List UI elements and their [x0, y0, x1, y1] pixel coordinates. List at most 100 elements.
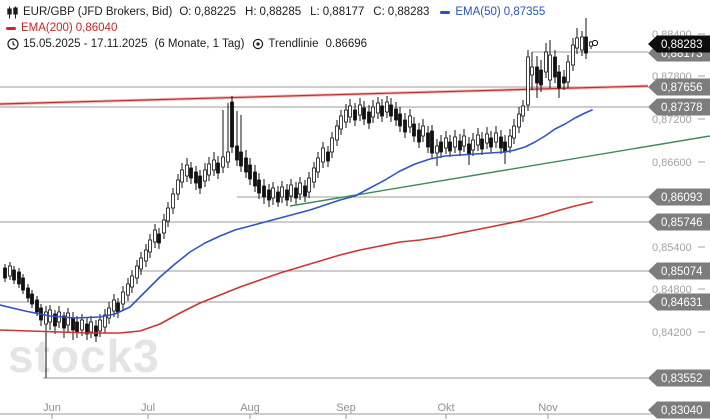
month-label[interactable]: Jun	[43, 402, 61, 414]
bear-candle	[189, 167, 193, 179]
bear-candle	[480, 138, 484, 150]
level-price-tag[interactable]: 0,83552	[648, 369, 710, 387]
month-label[interactable]: Aug	[240, 402, 260, 414]
bear-candle	[17, 271, 21, 285]
clock-icon	[6, 38, 19, 51]
price-tick-label: 0,84800	[652, 284, 692, 296]
bear-candle	[12, 269, 16, 281]
bull-candle	[453, 136, 457, 148]
bear-candle	[367, 111, 371, 124]
bear-candle	[539, 69, 543, 86]
month-label[interactable]: Okt	[437, 402, 454, 414]
bear-candle	[157, 233, 161, 244]
close-label: C:	[373, 6, 385, 18]
month-label[interactable]: Jul	[141, 402, 155, 414]
bull-candle	[307, 177, 311, 193]
bear-candle	[62, 315, 66, 329]
bear-candle	[116, 302, 120, 313]
current-price-tag[interactable]: 0,88283	[648, 35, 710, 53]
bull-candle	[89, 321, 93, 333]
bull-candle	[339, 115, 343, 130]
month-label[interactable]: Sep	[336, 402, 356, 414]
bear-candle	[403, 119, 407, 133]
close-value: 0,88283	[387, 6, 430, 18]
level-price-tag[interactable]: 0,87378	[648, 98, 710, 116]
svg-text:0,87378: 0,87378	[661, 102, 703, 114]
bull-candle	[335, 125, 339, 141]
bear-candle	[244, 157, 248, 173]
open-label: O:	[179, 6, 192, 18]
ema50-legend-label[interactable]: EMA(50)	[455, 6, 501, 18]
open-value: 0,88225	[194, 6, 237, 18]
bear-candle	[353, 109, 357, 121]
bear-candle	[262, 185, 266, 198]
bull-candle	[166, 207, 170, 222]
bear-candle	[499, 136, 503, 149]
price-tick-label: 0,85400	[652, 242, 692, 254]
bear-candle	[253, 171, 257, 187]
bear-candle	[535, 66, 539, 84]
bull-candle	[517, 113, 521, 128]
bear-candle	[248, 164, 252, 180]
month-label[interactable]: Nov	[538, 402, 558, 414]
bear-candle	[553, 56, 557, 78]
ema50-line[interactable]	[0, 109, 593, 319]
bear-candle	[362, 107, 366, 120]
bull-candle	[376, 102, 380, 114]
bear-candle	[380, 105, 384, 117]
svg-text:0,86093: 0,86093	[661, 192, 703, 204]
bear-candle	[303, 185, 307, 197]
rising-red-trendline[interactable]	[0, 85, 649, 105]
bull-candle	[271, 187, 275, 199]
bear-candle	[230, 101, 234, 148]
bull-candle	[571, 44, 575, 66]
date-range[interactable]: 15.05.2025 - 17.11.2025	[23, 38, 148, 50]
bear-candle	[448, 141, 452, 152]
ema200-line[interactable]	[0, 201, 593, 334]
bull-candle	[344, 109, 348, 123]
svg-text:0,87656: 0,87656	[661, 82, 703, 94]
bear-candle	[294, 187, 298, 199]
bear-candle	[562, 76, 566, 84]
trendline-target-icon	[251, 38, 264, 51]
trendline-label[interactable]: Trendlinie	[268, 38, 319, 50]
bear-candle	[267, 189, 271, 201]
bull-candle	[298, 182, 302, 195]
bull-candle	[358, 104, 362, 116]
bull-candle	[107, 307, 111, 319]
last-price-marker	[591, 39, 599, 47]
symbol-title: EUR/GBP (JFD Brokers, Bid)	[23, 6, 173, 18]
bull-candle	[153, 229, 157, 243]
svg-text:0,84631: 0,84631	[661, 297, 703, 309]
level-price-tag[interactable]: 0,83040	[648, 401, 710, 419]
bull-candle	[180, 169, 184, 183]
bull-candle	[98, 319, 102, 332]
bull-candle	[66, 312, 70, 326]
bull-candle	[135, 265, 139, 279]
bear-candle	[426, 132, 430, 148]
bull-candle	[312, 167, 316, 183]
candles-layer[interactable]	[3, 18, 593, 378]
level-price-tag[interactable]: 0,84631	[648, 293, 710, 311]
bull-candle	[526, 56, 530, 106]
level-price-tag[interactable]: 0,87656	[648, 78, 710, 96]
rising-green-trendline[interactable]	[289, 135, 710, 207]
svg-text:0,85746: 0,85746	[661, 217, 703, 229]
bull-candle	[289, 184, 293, 197]
bull-candle	[126, 283, 130, 296]
bull-candle	[462, 135, 466, 147]
level-price-tag[interactable]: 0,85074	[648, 262, 710, 280]
level-price-tag[interactable]: 0,85746	[648, 213, 710, 231]
bull-candle	[321, 147, 325, 163]
ema200-legend-label[interactable]: EMA(200)	[21, 22, 73, 34]
trendline-value: 0.86696	[325, 38, 368, 50]
timeframe[interactable]: (6 Monate, 1 Tag)	[154, 38, 245, 50]
bull-candle	[162, 219, 166, 234]
bear-candle	[412, 123, 416, 137]
bull-candle	[207, 163, 211, 176]
ema50-legend-dash-icon	[440, 10, 451, 14]
level-price-tag[interactable]: 0,86093	[648, 188, 710, 206]
bear-candle	[71, 317, 75, 331]
candlestick-chart-icon	[6, 6, 19, 19]
